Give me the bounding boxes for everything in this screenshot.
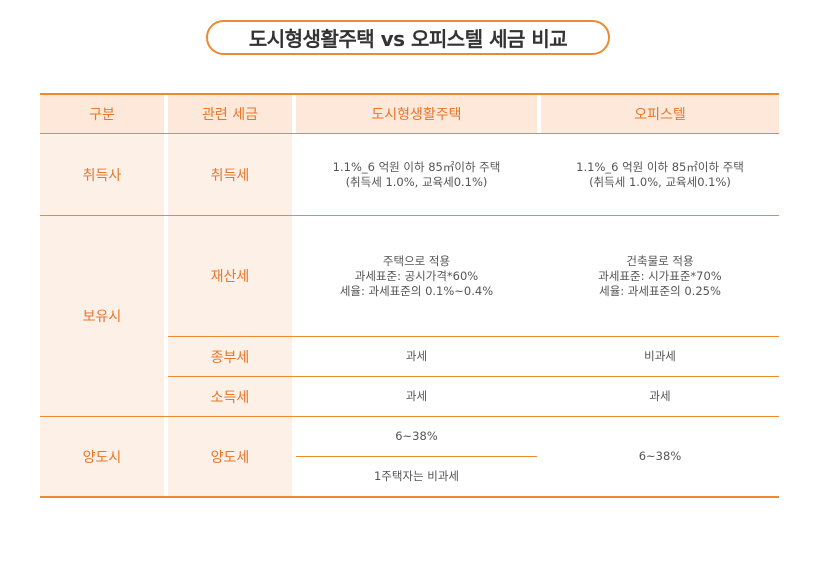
property-urban-value: 주택으로 적용 과세표준: 공시가격*60% 세율: 과세표준의 0.1%~0.… xyxy=(296,216,537,336)
table-top-border xyxy=(40,93,779,95)
income-officetel-value: 과세 xyxy=(649,389,671,403)
category-holding: 보유시 xyxy=(40,216,164,416)
header-officetel: 오피스텔 xyxy=(541,95,779,133)
category-transfer: 양도시 xyxy=(40,417,164,496)
row-divider xyxy=(296,456,537,457)
transfer-urban-exemption: 1주택자는 비과세 xyxy=(373,469,460,483)
row-divider xyxy=(168,336,779,337)
tax-property: 재산세 xyxy=(168,216,292,336)
value-line: 1.1%_6 억원 이하 85㎡이하 주택 xyxy=(332,159,501,174)
row-divider xyxy=(168,376,779,377)
acquisition-urban-value: 1.1%_6 억원 이하 85㎡이하 주택 (취득세 1.0%, 교육세0.1%… xyxy=(296,134,537,215)
table-bottom-border xyxy=(40,496,779,498)
row-divider xyxy=(40,215,779,216)
value-line: 과세표준: 시가표준*70% xyxy=(598,268,722,283)
comprehensive-urban-value: 과세 xyxy=(405,349,428,363)
tax-income: 소득세 xyxy=(168,377,292,416)
value-line: 주택으로 적용 xyxy=(382,253,451,268)
header-tax: 관련 세금 xyxy=(168,95,292,133)
tax-transfer: 양도세 xyxy=(168,417,292,496)
value-line: (취득세 1.0%, 교육세0.1%) xyxy=(345,174,488,189)
property-officetel-value: 건축물로 적용 과세표준: 시가표준*70% 세율: 과세표준의 0.25% xyxy=(541,216,779,336)
category-acquisition: 취득사 xyxy=(40,134,164,215)
page-title: 도시형생활주택 vs 오피스텔 세금 비교 xyxy=(206,20,610,55)
transfer-urban-rate: 6~38% xyxy=(395,429,438,443)
value-line: 건축물로 적용 xyxy=(626,253,694,268)
value-line: 과세표준: 공시가격*60% xyxy=(354,268,479,283)
transfer-officetel-rate: 6~38% xyxy=(638,449,682,463)
value-line: 세율: 과세표준의 0.1%~0.4% xyxy=(339,283,494,298)
comprehensive-officetel-value: 비과세 xyxy=(644,349,676,363)
acquisition-officetel-value: 1.1%_6 억원 이하 85㎡이하 주택 (취득세 1.0%, 교육세0.1%… xyxy=(541,134,779,215)
row-divider xyxy=(40,416,779,417)
value-line: (취득세 1.0%, 교육세0.1%) xyxy=(589,174,731,189)
header-urban-housing: 도시형생활주택 xyxy=(296,95,537,133)
header-category: 구분 xyxy=(40,95,164,133)
value-line: 세율: 과세표준의 0.25% xyxy=(599,283,721,298)
tax-comprehensive: 종부세 xyxy=(168,337,292,376)
tax-acquisition: 취득세 xyxy=(168,134,292,215)
income-urban-value: 과세 xyxy=(405,389,428,403)
header-divider xyxy=(40,133,779,134)
value-line: 1.1%_6 억원 이하 85㎡이하 주택 xyxy=(576,159,744,174)
page-title-text: 도시형생활주택 vs 오피스텔 세금 비교 xyxy=(248,27,568,51)
